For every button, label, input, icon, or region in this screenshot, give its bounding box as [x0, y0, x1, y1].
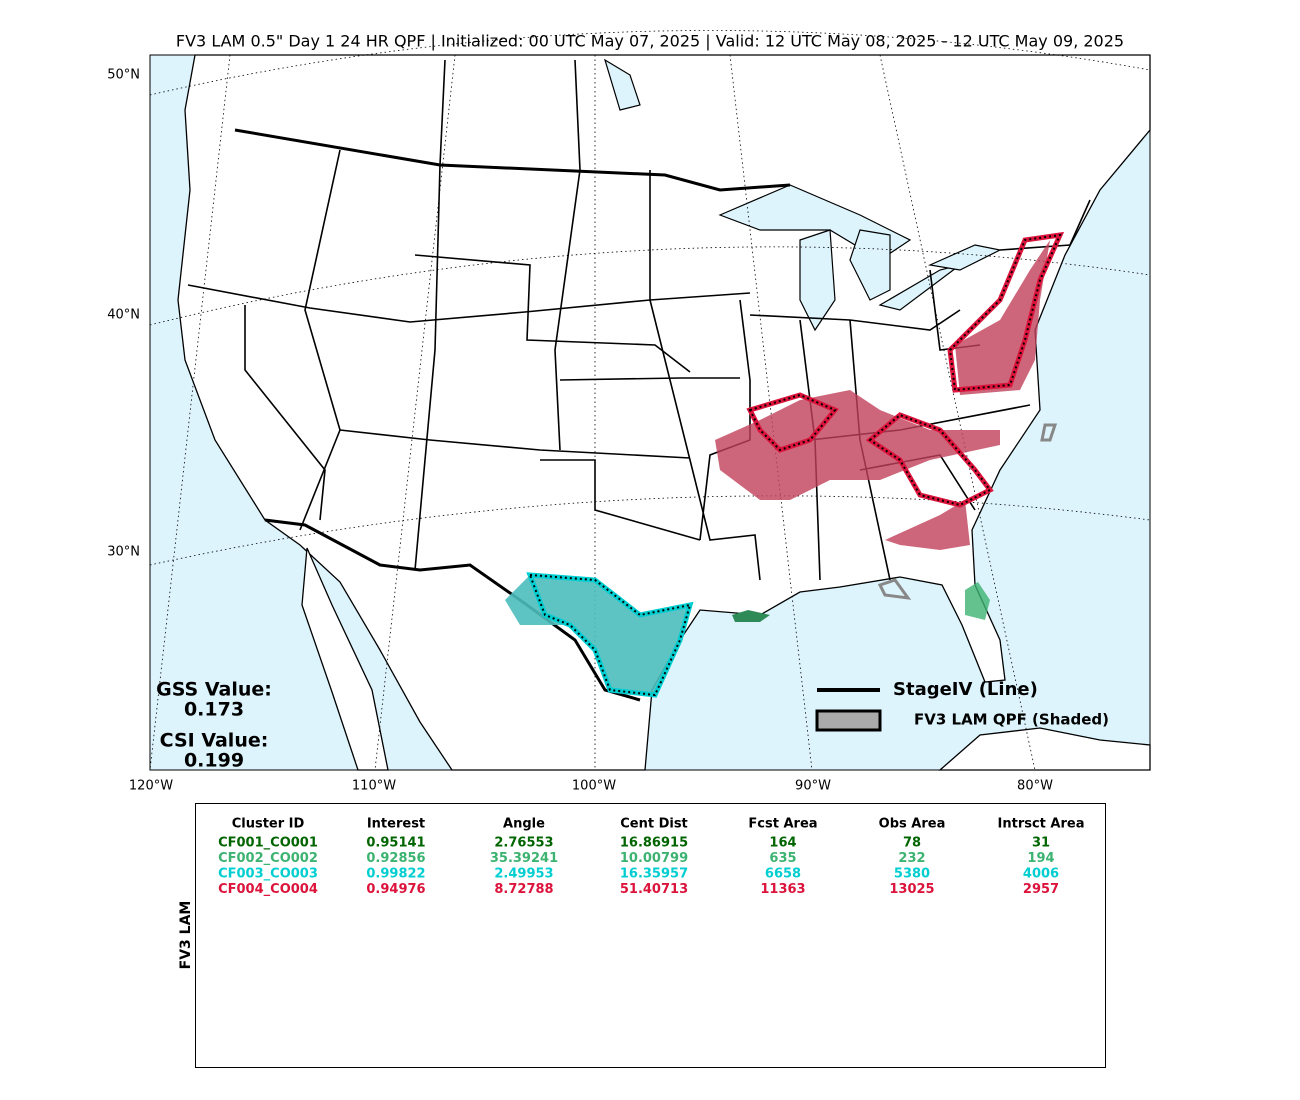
- graticule: [879, 54, 1036, 771]
- graticule: [374, 54, 456, 771]
- table-cell: CF002_CO002: [218, 851, 318, 866]
- score-value: 0.173: [184, 699, 244, 721]
- legend-label: StageIV (Line): [893, 679, 1038, 700]
- lake: [849, 229, 891, 301]
- score-value: 0.199: [184, 750, 244, 772]
- table-cell: 11363: [760, 882, 805, 897]
- table-cell: CF003_CO003: [218, 867, 318, 882]
- side-label: FV3 LAM: [178, 901, 194, 970]
- lon-label: 120°W: [129, 779, 173, 794]
- table-cell: 0.95141: [366, 836, 425, 851]
- table-cell: 6658: [765, 867, 801, 882]
- table-cell: 635: [769, 851, 796, 866]
- table-cell: 35.39241: [490, 851, 558, 866]
- table-cell: 194: [1027, 851, 1054, 866]
- title: FV3 LAM 0.5" Day 1 24 HR QPF | Initializ…: [176, 32, 1124, 51]
- table: Cluster ID Interest Angle Cent Dist Fcst Are…: [218, 817, 1084, 898]
- legend-label: FV3 LAM QPF (Shaded): [914, 711, 1109, 729]
- lat-label: 30°N: [107, 545, 140, 560]
- precip: [505, 231, 1065, 698]
- graticule: [149, 246, 1151, 326]
- table-cell: 31: [1032, 836, 1050, 851]
- column-header: Cent Dist: [620, 817, 688, 832]
- land: [177, 54, 1151, 771]
- score-label: GSS Value:: [156, 679, 272, 701]
- table-cell: 0.99822: [366, 867, 425, 882]
- graticule: [149, 54, 231, 771]
- table-cell: 16.35957: [620, 867, 688, 882]
- table-cell: 0.94976: [366, 882, 425, 897]
- table-cell: 78: [903, 836, 921, 851]
- graticule: [149, 30, 1151, 96]
- graticule: [729, 54, 813, 771]
- table-cell: CF001_CO001: [218, 836, 318, 851]
- lon-label: 80°W: [1017, 779, 1053, 794]
- table-cell: 13025: [889, 882, 934, 897]
- lake: [603, 58, 641, 111]
- table-cell: 10.00799: [620, 851, 688, 866]
- lon-label: 90°W: [795, 779, 831, 794]
- legend-swatch: [815, 709, 882, 732]
- table-cell: 2.76553: [494, 836, 553, 851]
- table-cell: 232: [898, 851, 925, 866]
- table-cell: 5380: [894, 867, 930, 882]
- column-header: Angle: [503, 817, 545, 832]
- table-cell: 2.49953: [494, 867, 553, 882]
- table-cell: 164: [769, 836, 796, 851]
- map-frame: [149, 54, 1151, 771]
- column-header: Fcst Area: [748, 817, 817, 832]
- column-header: Intrsct Area: [998, 817, 1085, 832]
- table-cell: CF004_CO004: [218, 882, 318, 897]
- table-frame: [195, 803, 1106, 1068]
- table-cell: 0.92856: [366, 851, 425, 866]
- lake: [799, 229, 836, 332]
- table-cell: 2957: [1023, 882, 1059, 897]
- lat-label: 50°N: [107, 68, 140, 83]
- score-label: CSI Value:: [160, 730, 269, 752]
- map: 50°N 40°N 30°N 120°W 110°W 100°W 90°W 80…: [107, 30, 1151, 794]
- table-cell: 4006: [1023, 867, 1059, 882]
- column-header: Cluster ID: [232, 817, 305, 832]
- lon-label: 110°W: [352, 779, 396, 794]
- column-header: Interest: [367, 817, 425, 832]
- graticule: [149, 495, 1151, 566]
- lon-label: 100°W: [572, 779, 616, 794]
- lat-label: 40°N: [107, 308, 140, 323]
- table-cell: 8.72788: [494, 882, 553, 897]
- column-header: Obs Area: [879, 817, 946, 832]
- table-cell: 16.86915: [620, 836, 688, 851]
- table-cell: 51.40713: [620, 882, 688, 897]
